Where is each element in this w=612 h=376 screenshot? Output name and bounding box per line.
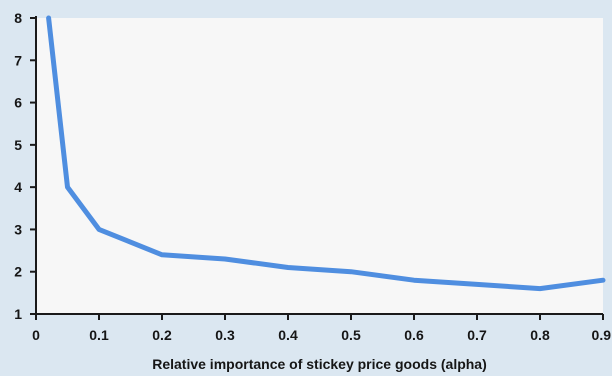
data-point bbox=[413, 279, 415, 281]
data-point bbox=[602, 279, 604, 281]
data-point bbox=[287, 266, 289, 268]
x-tick-label: 0.2 bbox=[152, 327, 172, 343]
x-axis-title: Relative importance of stickey price goo… bbox=[152, 356, 487, 372]
data-point bbox=[98, 228, 100, 230]
x-tick-label: 0 bbox=[32, 327, 40, 343]
data-point bbox=[476, 283, 478, 285]
x-tick-label: 0.9 bbox=[592, 327, 612, 343]
y-tick-label: 4 bbox=[14, 179, 22, 195]
data-point bbox=[67, 186, 68, 188]
data-point bbox=[350, 271, 352, 273]
x-tick-label: 0.3 bbox=[215, 327, 235, 343]
x-axis: 0 0.1 0.2 0.3 0.4 0.5 0.6 0.7 0.8 0.9 bbox=[32, 313, 612, 343]
data-point bbox=[539, 288, 541, 290]
y-tick-label: 8 bbox=[14, 10, 22, 26]
x-tick-label: 0.6 bbox=[404, 327, 424, 343]
x-tick-label: 0.5 bbox=[341, 327, 361, 343]
data-point bbox=[161, 254, 163, 256]
y-tick-label: 3 bbox=[14, 221, 22, 237]
y-tick-label: 2 bbox=[14, 264, 22, 280]
data-point bbox=[224, 258, 226, 260]
y-tick-label: 6 bbox=[14, 95, 22, 111]
series-lines bbox=[46, 15, 606, 292]
x-tick-label: 0.1 bbox=[89, 327, 109, 343]
y-tick-label: 1 bbox=[14, 306, 22, 322]
plot-area bbox=[36, 18, 603, 314]
x-tick-label: 0.7 bbox=[467, 327, 487, 343]
y-axis: 1 2 3 4 5 6 7 8 bbox=[14, 10, 37, 322]
y-tick-label: 7 bbox=[14, 52, 22, 68]
x-tick-label: 0.4 bbox=[278, 327, 298, 343]
data-point bbox=[48, 17, 50, 19]
y-tick-label: 5 bbox=[14, 137, 22, 153]
x-tick-label: 0.8 bbox=[530, 327, 550, 343]
